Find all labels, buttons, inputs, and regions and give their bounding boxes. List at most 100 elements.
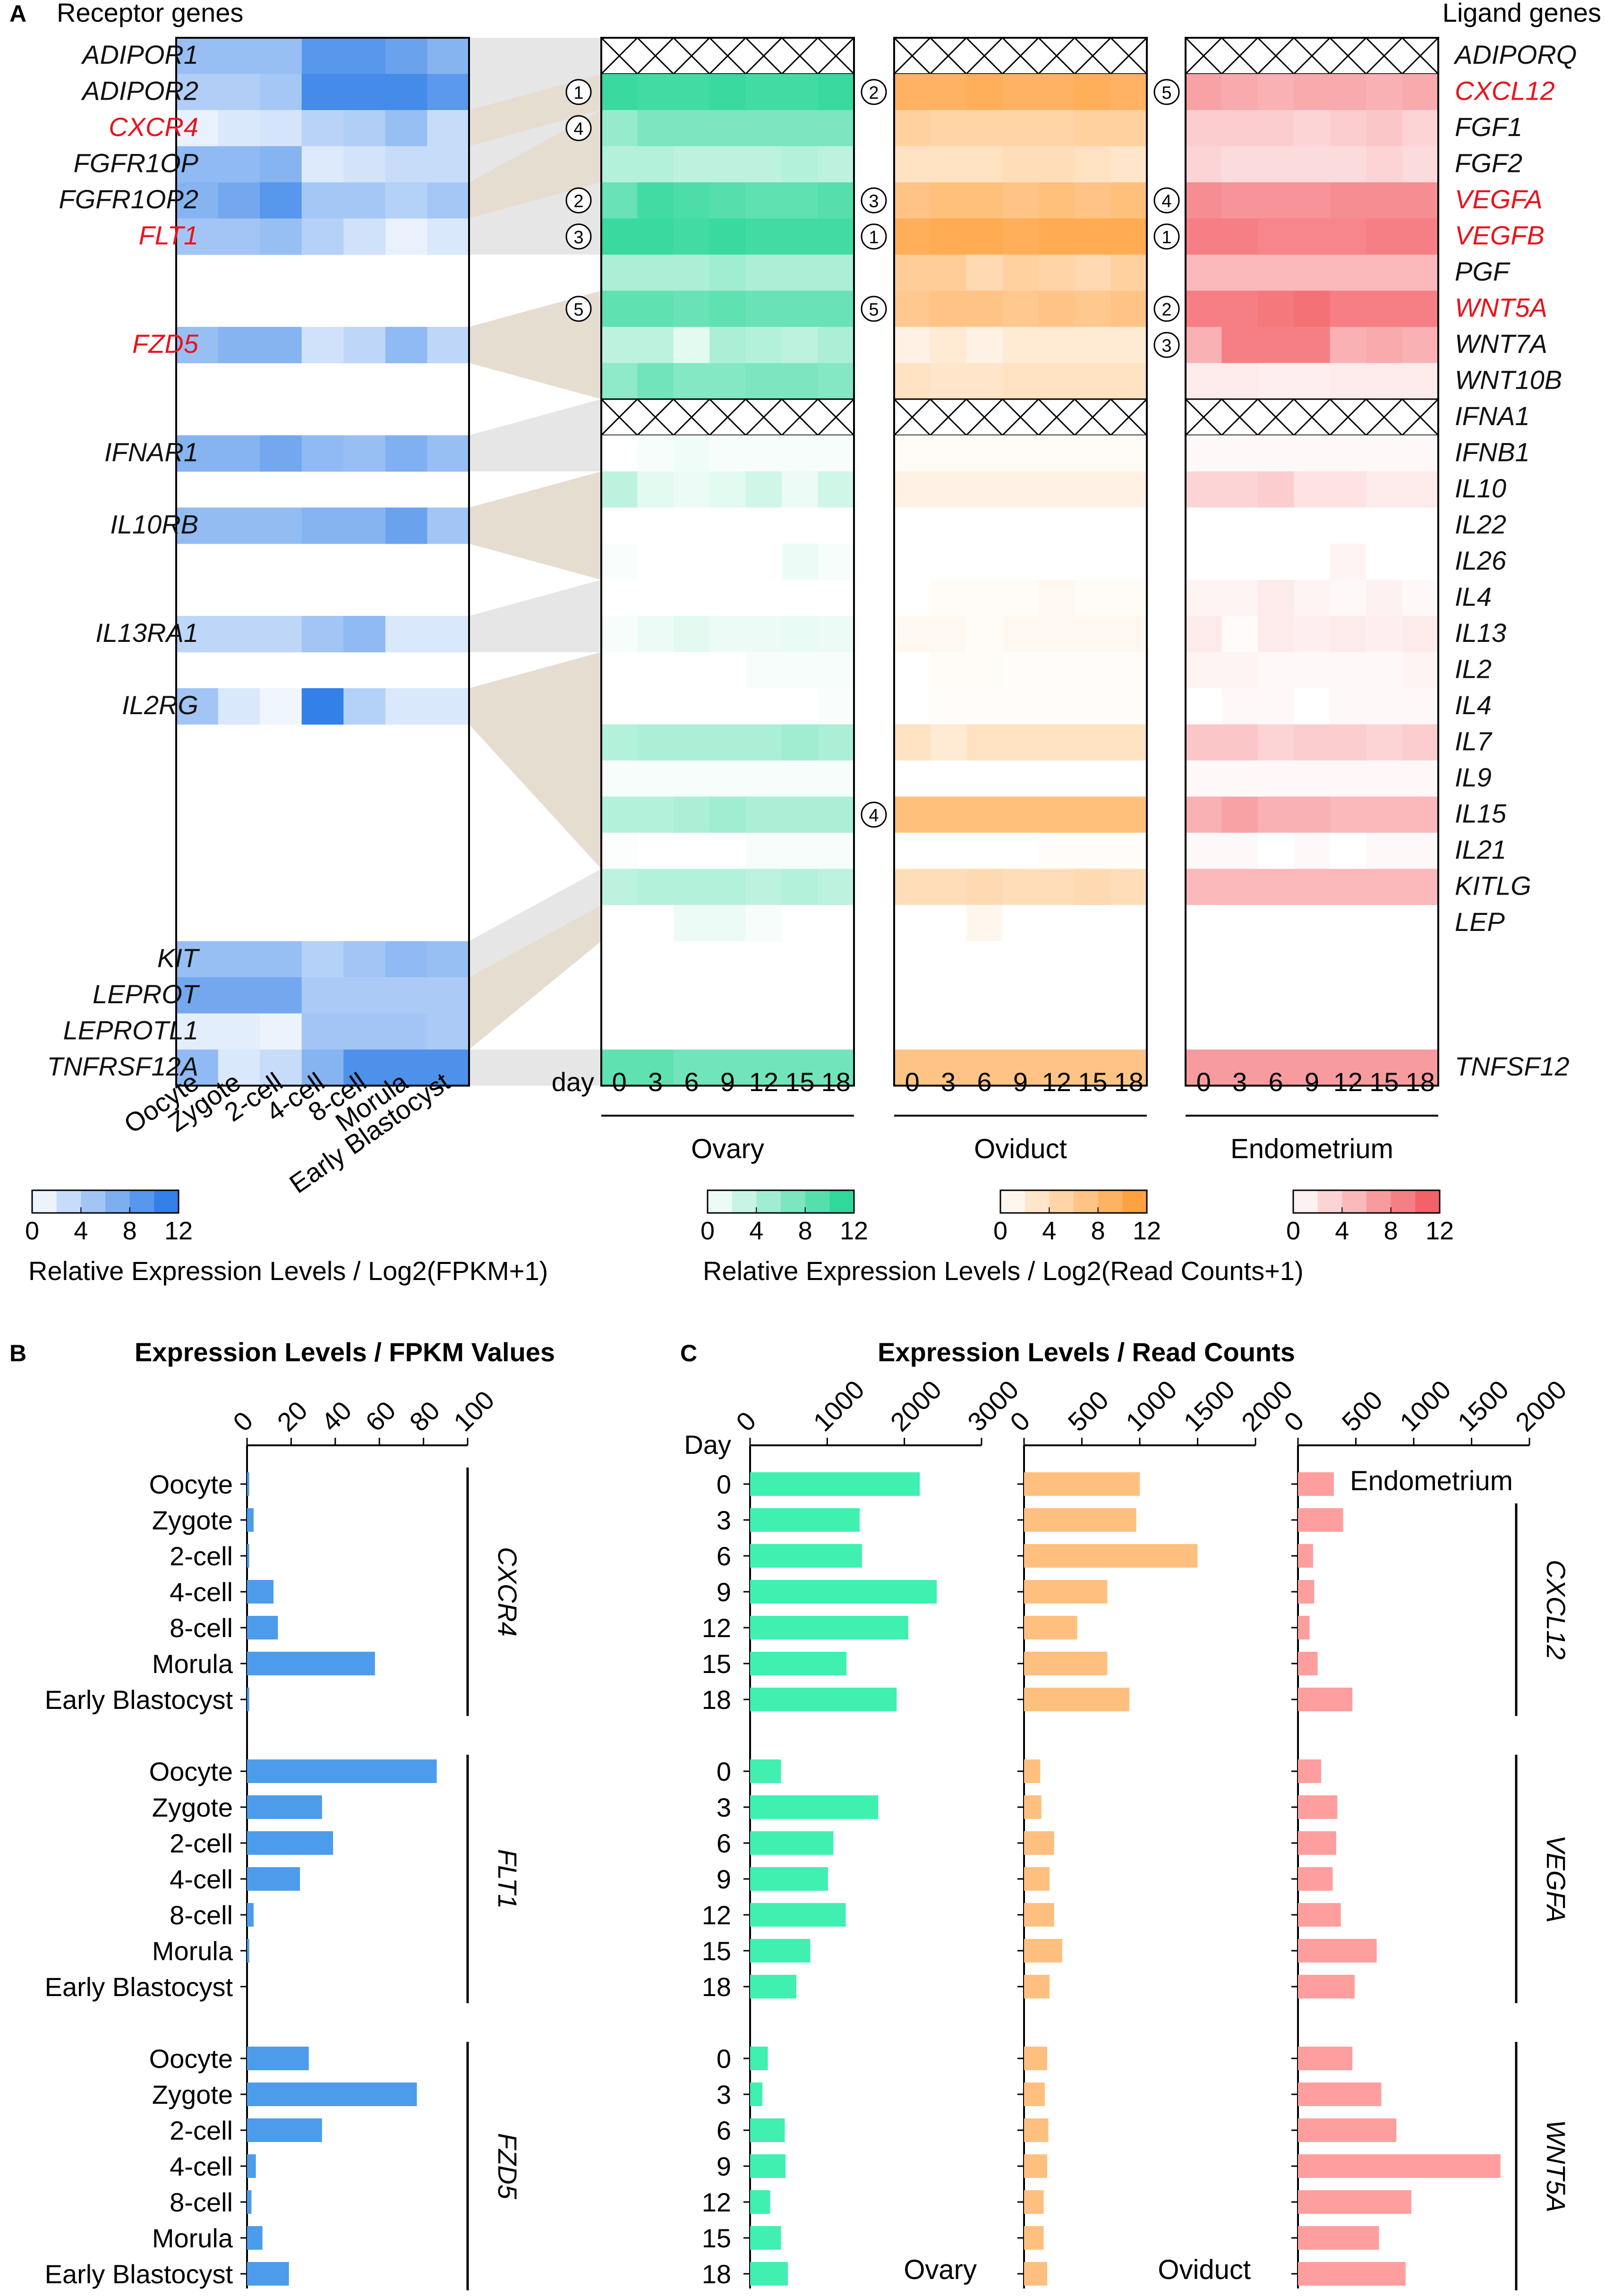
heatmap-cell-ovary (818, 580, 854, 616)
ligand-label-il21: IL21 (1455, 835, 1506, 864)
heatmap-cell-endometrium (1366, 905, 1403, 942)
day-tick-ovary: 9 (720, 1067, 735, 1097)
heatmap-cell-oviduct (1110, 363, 1147, 400)
heatmap-cell-ovary (745, 182, 782, 219)
day-label: 15 (702, 2223, 731, 2253)
cross-mark (600, 398, 638, 436)
colorbars: 0 4 8 12 0 4 8 12 0 4 8 12 0 4 8 12 Relative Expression … (25, 1189, 1454, 1286)
heatmap-cell-endometrium (1294, 580, 1331, 616)
rank-circle (1153, 296, 1180, 322)
bar-endometrium-cxcl12-day-18 (1298, 1688, 1353, 1711)
gene-label-vegfa: VEGFA (1541, 1835, 1571, 1923)
heatmap-cell-oviduct (1110, 1050, 1147, 1086)
receptor-label-adipor2: ADIPOR2 (81, 76, 198, 106)
bar-oviduct-cxcl12-day-12 (1024, 1616, 1077, 1639)
heatmap-cell-oviduct (1075, 182, 1111, 219)
category-label-zygote: Zygote (152, 1792, 233, 1822)
heatmap-cell-oviduct (1110, 435, 1147, 472)
heatmap-cell-endometrium (1330, 688, 1366, 725)
heatmap-cell-receptor (343, 941, 386, 978)
heatmap-cell-receptor (427, 182, 470, 219)
bar-cxcr4-2-cell (247, 1544, 249, 1568)
heatmap-cell-endometrium (1257, 182, 1294, 219)
heatmap-cell-receptor (176, 941, 219, 978)
heatmap-cell-oviduct (966, 290, 1003, 327)
bar-endometrium-wnt5a-day-12 (1298, 2190, 1412, 2214)
heatmap-cell-oviduct (894, 471, 931, 508)
heatmap-cell-receptor (218, 435, 260, 472)
gene-label-fzd5: FZD5 (493, 2133, 522, 2200)
heatmap-cell-ovary (818, 327, 854, 364)
heatmap-cell-ovary (818, 471, 854, 508)
cross-mark (1038, 37, 1076, 75)
colorbar-segment-oviduct (1049, 1190, 1074, 1213)
heatmap-cell-oviduct (894, 110, 931, 147)
colorbar-segment-endometrium (1391, 1190, 1416, 1213)
colorbar-tick-label: 8 (1091, 1217, 1105, 1245)
heatmap-cell-endometrium (1257, 544, 1294, 580)
x-tick-label-ovary: 1000 (807, 1374, 870, 1437)
heatmap-cell-ovary (782, 182, 819, 219)
heatmap-cell-oviduct (1075, 544, 1111, 580)
ligand-label-wnt5a: WNT5A (1455, 293, 1547, 323)
heatmap-cell-ovary (818, 146, 854, 183)
heatmap-frame-receptor (175, 37, 470, 1087)
heatmap-cell-receptor (260, 182, 302, 219)
day-tick-oviduct: 12 (1042, 1067, 1071, 1097)
heatmap-cell-ovary (745, 544, 782, 580)
colorbar-segment-endometrium (1317, 1190, 1342, 1213)
cross-mark (1002, 37, 1039, 75)
connector-band-6 (469, 399, 601, 471)
colorbar-segment-ovary (708, 1190, 733, 1213)
heatmap-cell-ovary (818, 1050, 854, 1086)
heatmap-cell-ovary (637, 435, 674, 472)
heatmap-cell-oviduct (894, 363, 931, 400)
heatmap-cell-receptor (218, 182, 260, 219)
day-label: 18 (702, 1685, 731, 1715)
heatmap-cell-ovary (637, 290, 674, 327)
tissue-annotation-endometrium: Endometrium (1350, 1466, 1513, 1496)
heatmap-cell-endometrium (1330, 218, 1366, 255)
heatmap-cell-endometrium (1186, 74, 1222, 111)
ligand-label-il4: IL4 (1455, 690, 1492, 720)
heatmap-cell-ovary (709, 327, 746, 364)
colorbar-segment-ovary (781, 1190, 806, 1213)
heatmap-cell-oviduct (966, 182, 1003, 219)
day-label: 6 (717, 1828, 731, 1858)
heatmap-cell-oviduct (894, 327, 931, 364)
bar-ovary-vegfa-day-6 (750, 1831, 834, 1855)
heatmap-cell-ovary (782, 616, 819, 653)
colorbar-label-receptor: Relative Expression Levels / Log2(FPKM+1… (28, 1256, 548, 1286)
heatmap-cell-receptor (176, 327, 219, 364)
heatmap-cell-oviduct (1038, 760, 1075, 797)
heatmap-cell-oviduct (894, 652, 931, 689)
heatmap-cell-ovary (745, 760, 782, 797)
heatmap-cell-oviduct (1038, 544, 1075, 580)
heatmap-cell-receptor (260, 74, 302, 111)
heatmap-cell-ovary (637, 182, 674, 219)
heatmap-cell-oviduct (1002, 724, 1039, 761)
cross-mark (1038, 398, 1076, 436)
heatmap-cell-ovary (637, 724, 674, 761)
heatmap-cell-oviduct (894, 580, 931, 616)
heatmap-cell-endometrium (1257, 363, 1294, 400)
bar-endometrium-vegfa-day-3 (1298, 1795, 1338, 1819)
heatmap-cell-oviduct (1002, 74, 1039, 111)
heatmap-cell-receptor (218, 218, 260, 255)
x-tick-label-endometrium: 1000 (1394, 1374, 1457, 1437)
rank-circle (861, 296, 887, 322)
heatmap-cell-endometrium (1330, 760, 1366, 797)
x-tick-label-b: 100 (448, 1385, 500, 1437)
heatmap-cell-ovary (601, 218, 638, 255)
heatmap-cell-oviduct (930, 363, 967, 400)
heatmap-cell-endometrium (1221, 146, 1258, 183)
heatmap-cell-endometrium (1257, 146, 1294, 183)
heatmap-cell-receptor (260, 146, 302, 183)
heatmap-cell-endometrium (1330, 110, 1366, 147)
heatmap-cell-endometrium (1186, 327, 1222, 364)
heatmap-cell-oviduct (1002, 544, 1039, 580)
bar-ovary-cxcl12-day-0 (750, 1472, 920, 1496)
cross-mark (1293, 37, 1331, 75)
heatmap-cell-receptor (343, 218, 386, 255)
